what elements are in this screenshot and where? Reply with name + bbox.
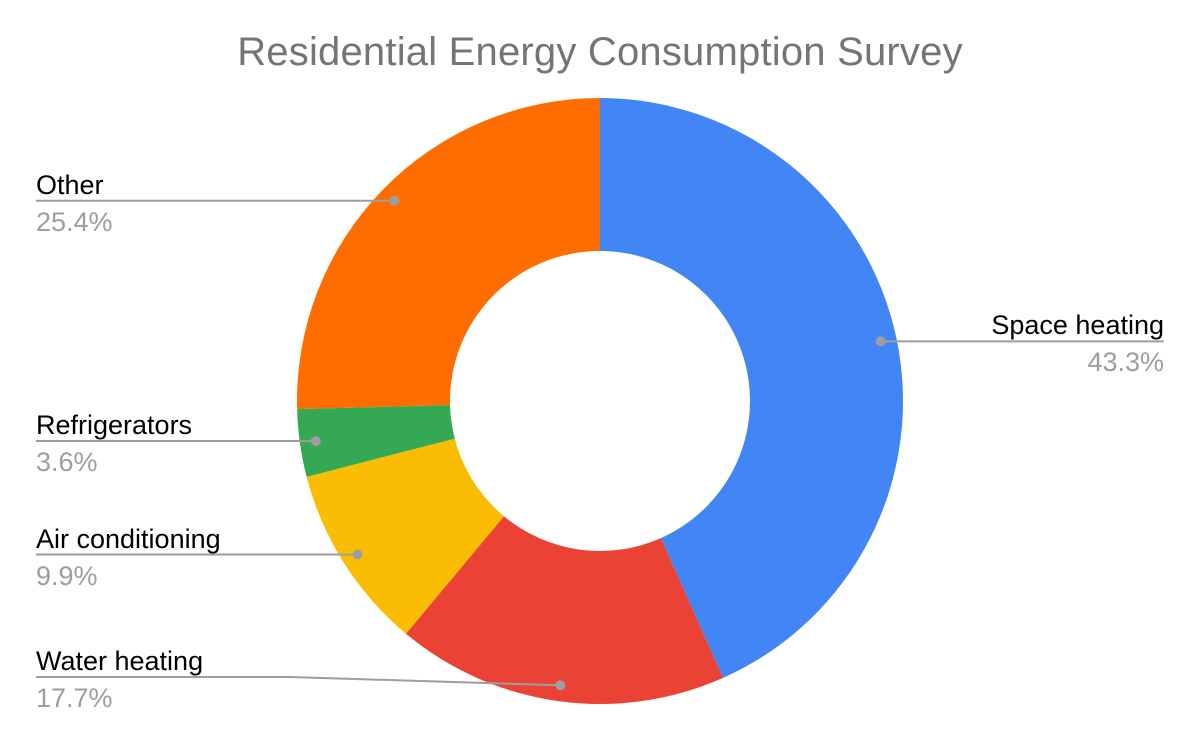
leader-dot-water-heating bbox=[555, 680, 566, 691]
pie-slice-other[interactable] bbox=[297, 98, 600, 410]
chart-title: Residential Energy Consumption Survey bbox=[237, 30, 963, 74]
callout-air-conditioning: Air conditioning 9.9% bbox=[36, 523, 221, 592]
slice-percent-other: 25.4% bbox=[36, 206, 113, 237]
slice-percent-refrigerators: 3.6% bbox=[36, 447, 98, 478]
leader-dot-air-conditioning bbox=[352, 549, 363, 560]
leader-dot-other bbox=[389, 195, 400, 206]
slice-percent-space-heating: 43.3% bbox=[1087, 347, 1164, 378]
slice-label-air-conditioning: Air conditioning bbox=[36, 523, 221, 554]
leader-line-water-heating bbox=[36, 676, 561, 687]
leader-dot-refrigerators bbox=[310, 436, 321, 446]
callout-space-heating: Space heating 43.3% bbox=[991, 309, 1164, 378]
callout-water-heating: Water heating 17.7% bbox=[36, 645, 203, 714]
slice-percent-air-conditioning: 9.9% bbox=[36, 560, 98, 591]
pie-slice-space-heating[interactable] bbox=[600, 98, 903, 678]
slice-label-water-heating: Water heating bbox=[36, 646, 204, 676]
callout-other: Other 25.4% bbox=[36, 169, 113, 238]
slice-label-refrigerators: Refrigerators bbox=[36, 410, 193, 441]
callout-refrigerators: Refrigerators 3.6% bbox=[36, 409, 192, 478]
leader-dot-space-heating bbox=[875, 336, 886, 347]
slice-label-other: Other bbox=[36, 169, 104, 200]
pie-slice-air-conditioning[interactable] bbox=[306, 438, 504, 634]
slice-percent-water-heating: 17.7% bbox=[36, 683, 113, 713]
pie-slice-refrigerators[interactable] bbox=[297, 405, 455, 477]
slice-label-space-heating: Space heating bbox=[991, 310, 1164, 341]
pie-slice-water-heating[interactable] bbox=[405, 516, 724, 704]
